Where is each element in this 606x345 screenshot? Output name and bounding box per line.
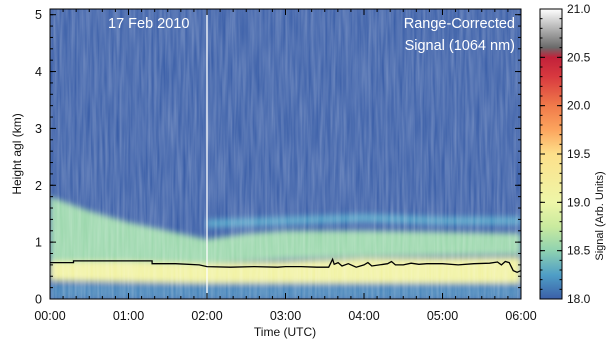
y-axis: 0 1 2 3 4 5 (35, 8, 521, 307)
x-tick-label: 06:00 (505, 309, 536, 323)
y-tick-label: 0 (35, 293, 42, 307)
x-tick-label: 02:00 (191, 309, 222, 323)
x-axis-label: Time (UTC) (254, 325, 316, 339)
x-tick-label: 00:00 (34, 309, 65, 323)
colorbar-tick-label: 18.5 (567, 244, 591, 258)
x-tick-label: 01:00 (113, 309, 144, 323)
y-axis-label: Height agl (km) (10, 113, 24, 194)
boundary-layer-height-line (50, 257, 521, 274)
x-tick-label: 04:00 (348, 309, 379, 323)
colorbar-tick-label: 21.0 (567, 2, 591, 16)
colorbar: 18.0 18.5 19.0 19.5 20.0 20.5 21.0 (539, 2, 591, 306)
y-tick-label: 2 (35, 179, 42, 193)
colorbar-ticks: 18.0 18.5 19.0 19.5 20.0 20.5 21.0 (540, 2, 591, 306)
x-axis: 00:00 01:00 02:00 03:00 04:00 05:00 06:00 (34, 9, 537, 323)
heatmap-texture (50, 9, 521, 299)
x-tick-label: 03:00 (270, 309, 301, 323)
y-tick-label: 4 (35, 65, 42, 79)
y-tick-label: 5 (35, 8, 42, 22)
x-tick-label: 05:00 (427, 309, 458, 323)
title-line-1: Range-Corrected (404, 16, 515, 32)
heatmap-field (50, 9, 521, 299)
y-tick-label: 1 (35, 236, 42, 250)
title-line-2: Signal (1064 nm) (405, 38, 515, 54)
colorbar-tick-label: 19.5 (567, 147, 591, 161)
y-tick-label: 3 (35, 122, 42, 136)
colorbar-tick-label: 19.0 (567, 195, 591, 209)
colorbar-tick-label: 20.5 (567, 50, 591, 64)
colorbar-scale (540, 9, 562, 299)
colorbar-label: Signal (Arb. Units) (594, 171, 606, 260)
colorbar-tick-label: 20.0 (567, 99, 591, 113)
date-annotation: 17 Feb 2010 (108, 16, 189, 32)
colorbar-tick-label: 18.0 (567, 292, 591, 306)
